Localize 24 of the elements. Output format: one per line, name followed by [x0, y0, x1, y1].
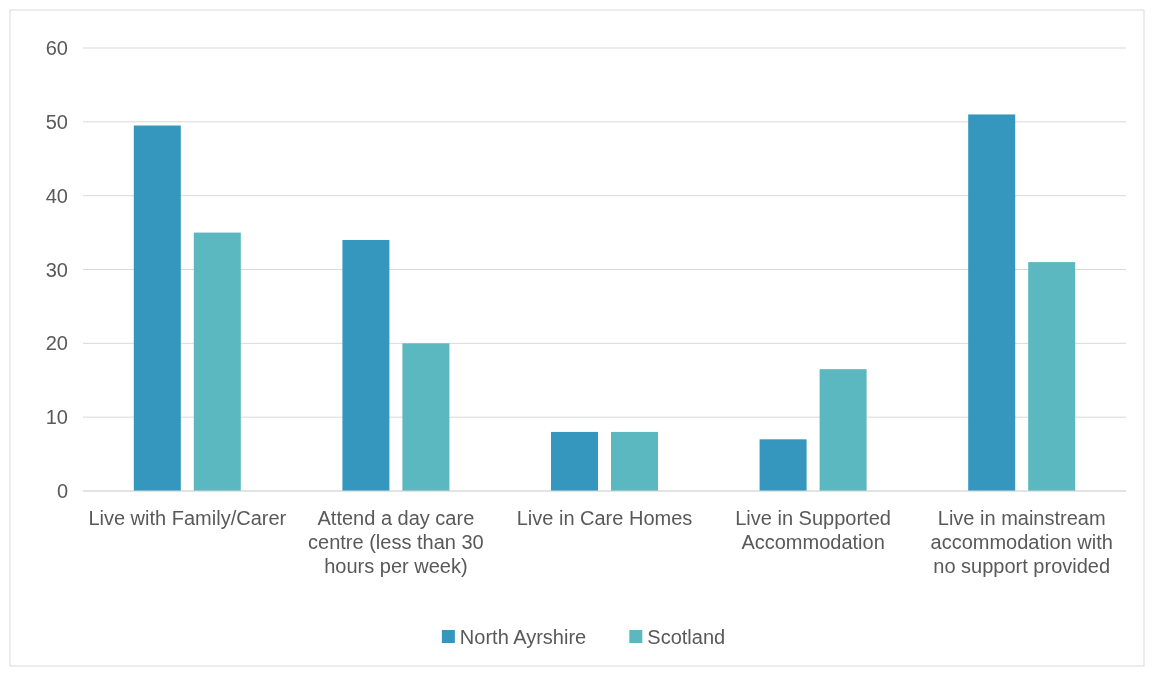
bar [133, 125, 181, 491]
bar [968, 114, 1016, 491]
y-tick-label: 10 [45, 406, 68, 429]
y-tick-label: 30 [45, 258, 68, 281]
x-tick-label: Attend a day care centre (less than 30 hours per week) [308, 507, 484, 577]
bar [551, 431, 598, 491]
bar [611, 431, 658, 491]
bar [759, 439, 807, 491]
y-tick-label: 60 [45, 37, 68, 59]
x-tick-label: Live in Supported Accommodation [735, 507, 891, 553]
x-tick-label: Live in mainstream accommodation with no support provided [930, 507, 1113, 577]
bar [342, 239, 390, 491]
bar [1028, 262, 1076, 491]
bar [819, 369, 867, 491]
bar [402, 343, 450, 491]
bar [193, 232, 241, 491]
x-tick-label: Live in Care Homes [516, 507, 693, 529]
x-tick-label: Live with Family/Carer [88, 507, 287, 529]
y-tick-label: 40 [45, 184, 68, 207]
legend-label: North Ayrshire [459, 626, 587, 648]
legend-label: Scotland [647, 626, 726, 648]
y-tick-label: 0 [56, 480, 68, 502]
y-tick-label: 20 [45, 332, 68, 355]
y-tick-label: 50 [45, 110, 68, 133]
